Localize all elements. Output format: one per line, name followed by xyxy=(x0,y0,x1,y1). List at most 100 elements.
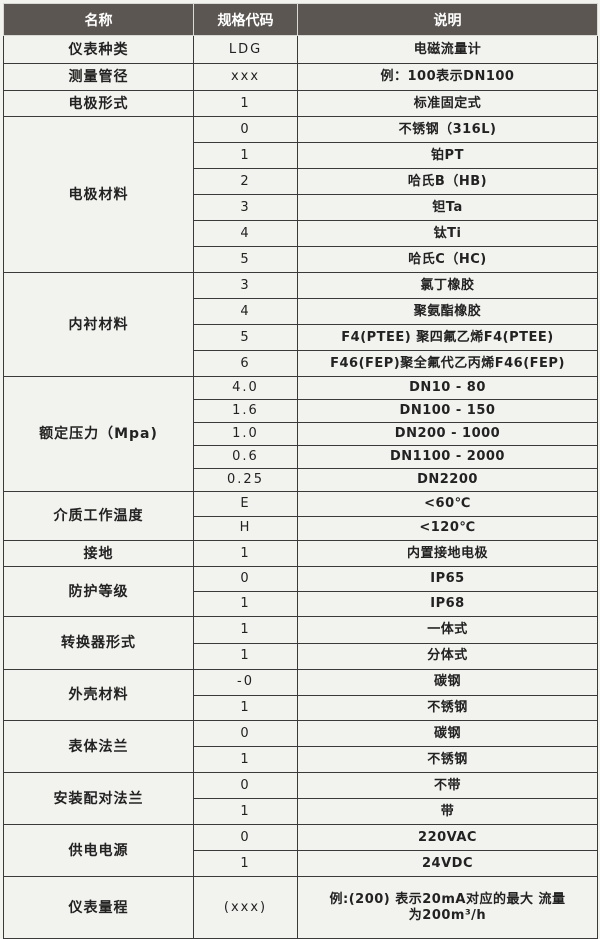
spec-code: 1 xyxy=(193,616,298,644)
table-row: 1 不锈钢 xyxy=(4,746,598,773)
spec-description: IP68 xyxy=(297,591,598,617)
spec-description: 哈氏B（HB) xyxy=(297,168,598,195)
spec-code: 3 xyxy=(193,194,298,221)
spec-description: 不带 xyxy=(297,772,598,799)
spec-code: 0 xyxy=(193,720,298,747)
param-name: 安装配对法兰 xyxy=(3,772,194,825)
spec-description: F4(PTEE) 聚四氟乙烯F4(PTEE) xyxy=(297,324,598,351)
spec-description: 钽Ta xyxy=(297,194,598,221)
spec-code: 4.0 xyxy=(193,376,298,400)
table-row: 0.25 DN2200 xyxy=(4,468,598,492)
table-row: 转换器形式 1 一体式 xyxy=(3,616,598,670)
spec-code: 5 xyxy=(193,246,298,273)
param-name: 仪表量程 xyxy=(3,876,194,939)
table-row: 4 聚氨酯橡胶 xyxy=(4,298,598,325)
spec-code: H xyxy=(193,515,298,541)
spec-code: 1 xyxy=(193,642,298,670)
spec-code: 2 xyxy=(193,168,298,195)
spec-description: DN10 - 80 xyxy=(297,376,598,400)
param-name: 接地 xyxy=(3,540,194,567)
table-row: 接地 1 内置接地电极 xyxy=(3,540,598,567)
spec-code: xxx xyxy=(193,63,298,91)
param-name: 供电电源 xyxy=(3,824,194,877)
spec-description: IP65 xyxy=(297,566,598,592)
table-row: 3 钽Ta xyxy=(4,194,598,221)
spec-description: 不锈钢（316L) xyxy=(297,116,598,143)
param-name: 表体法兰 xyxy=(3,720,194,773)
spec-description: 例：100表示DN100 xyxy=(297,63,598,91)
table-row: 仪表种类 LDG 电磁流量计 xyxy=(3,35,598,64)
spec-code: 0 xyxy=(193,824,298,851)
table-row: 额定压力（Mpa) 4.0 DN10 - 80 xyxy=(3,376,598,492)
param-name: 仪表种类 xyxy=(3,35,194,64)
param-name: 外壳材料 xyxy=(3,669,194,721)
spec-code: 6 xyxy=(193,350,298,377)
table-row: 电极材料 0 不锈钢（316L) xyxy=(3,116,598,273)
spec-code: 1 xyxy=(193,540,298,567)
spec-description: DN2200 xyxy=(297,468,598,492)
table-row: 4 钛Ti xyxy=(4,220,598,247)
spec-code: 1 xyxy=(193,142,298,169)
spec-code: 1 xyxy=(193,694,298,721)
spec-code: 1.0 xyxy=(193,422,298,446)
spec-description: 24VDC xyxy=(297,850,598,877)
spec-code: 0.25 xyxy=(193,468,298,492)
spec-code: 0 xyxy=(193,566,298,592)
spec-description: 电磁流量计 xyxy=(297,35,598,64)
table-row: 外壳材料 -0 碳钢 xyxy=(3,669,598,721)
spec-description: 碳钢 xyxy=(297,669,598,696)
spec-description: <60℃ xyxy=(297,491,598,517)
table-row: 1 分体式 xyxy=(4,642,598,670)
spec-code: 5 xyxy=(193,324,298,351)
spec-description: 一体式 xyxy=(297,616,598,644)
table-row: 1.6 DN100 - 150 xyxy=(4,399,598,423)
header-desc: 说明 xyxy=(297,3,598,36)
param-name: 介质工作温度 xyxy=(3,491,194,541)
header-row: 名称 规格代码 说明 xyxy=(3,3,598,36)
table-row: 1 24VDC xyxy=(4,850,598,877)
table-row: 1.0 DN200 - 1000 xyxy=(4,422,598,446)
spec-code: 1 xyxy=(193,90,298,117)
spec-code: 1 xyxy=(193,798,298,825)
spec-description: 不锈钢 xyxy=(297,746,598,773)
spec-description: 氯丁橡胶 xyxy=(297,272,598,299)
spec-code: (xxx) xyxy=(193,876,298,939)
table-row: 5 哈氏C（HC) xyxy=(4,246,598,273)
table-row: 内衬材料 3 氯丁橡胶 xyxy=(3,272,598,377)
table-body: 仪表种类 LDG 电磁流量计 测量管径 xxx 例：100表示DN100 电极形式 1 标准固定… xyxy=(3,35,598,939)
param-name: 电极形式 xyxy=(3,90,194,117)
table-row: 表体法兰 0 碳钢 xyxy=(3,720,598,773)
table-row: 测量管径 xxx 例：100表示DN100 xyxy=(3,63,598,91)
param-name: 额定压力（Mpa) xyxy=(3,376,194,492)
table-row: H <120℃ xyxy=(4,515,598,541)
spec-description: 铂PT xyxy=(297,142,598,169)
spec-code: 0 xyxy=(193,116,298,143)
spec-description: 不锈钢 xyxy=(297,694,598,721)
spec-code: 4 xyxy=(193,298,298,325)
spec-code: -0 xyxy=(193,669,298,696)
param-name: 内衬材料 xyxy=(3,272,194,377)
spec-description: 内置接地电极 xyxy=(297,540,598,567)
spec-description: 分体式 xyxy=(297,642,598,670)
spec-description: F46(FEP)聚全氟代乙丙烯F46(FEP) xyxy=(297,350,598,377)
table-row: 5 F4(PTEE) 聚四氟乙烯F4(PTEE) xyxy=(4,324,598,351)
param-name: 测量管径 xyxy=(3,63,194,91)
spec-description: 标准固定式 xyxy=(297,90,598,117)
param-name: 电极材料 xyxy=(3,116,194,273)
spec-code: 1 xyxy=(193,850,298,877)
table-row: 6 F46(FEP)聚全氟代乙丙烯F46(FEP) xyxy=(4,350,598,377)
spec-code: E xyxy=(193,491,298,517)
table-row: 供电电源 0 220VAC xyxy=(3,824,598,877)
table-row: 2 哈氏B（HB) xyxy=(4,168,598,195)
spec-description: DN100 - 150 xyxy=(297,399,598,423)
table-row: 介质工作温度 E <60℃ xyxy=(3,491,598,541)
spec-description: <120℃ xyxy=(297,515,598,541)
param-name: 防护等级 xyxy=(3,566,194,617)
header-code: 规格代码 xyxy=(193,3,298,36)
table-row: 安装配对法兰 0 不带 xyxy=(3,772,598,825)
spec-table: 名称 规格代码 说明 仪表种类 LDG 电磁流量计 测量管径 xxx 例：100表示DN1… xyxy=(3,3,598,939)
table-row: 0.6 DN1100 - 2000 xyxy=(4,445,598,469)
spec-code: 0 xyxy=(193,772,298,799)
spec-description: 钛Ti xyxy=(297,220,598,247)
param-name: 转换器形式 xyxy=(3,616,194,670)
